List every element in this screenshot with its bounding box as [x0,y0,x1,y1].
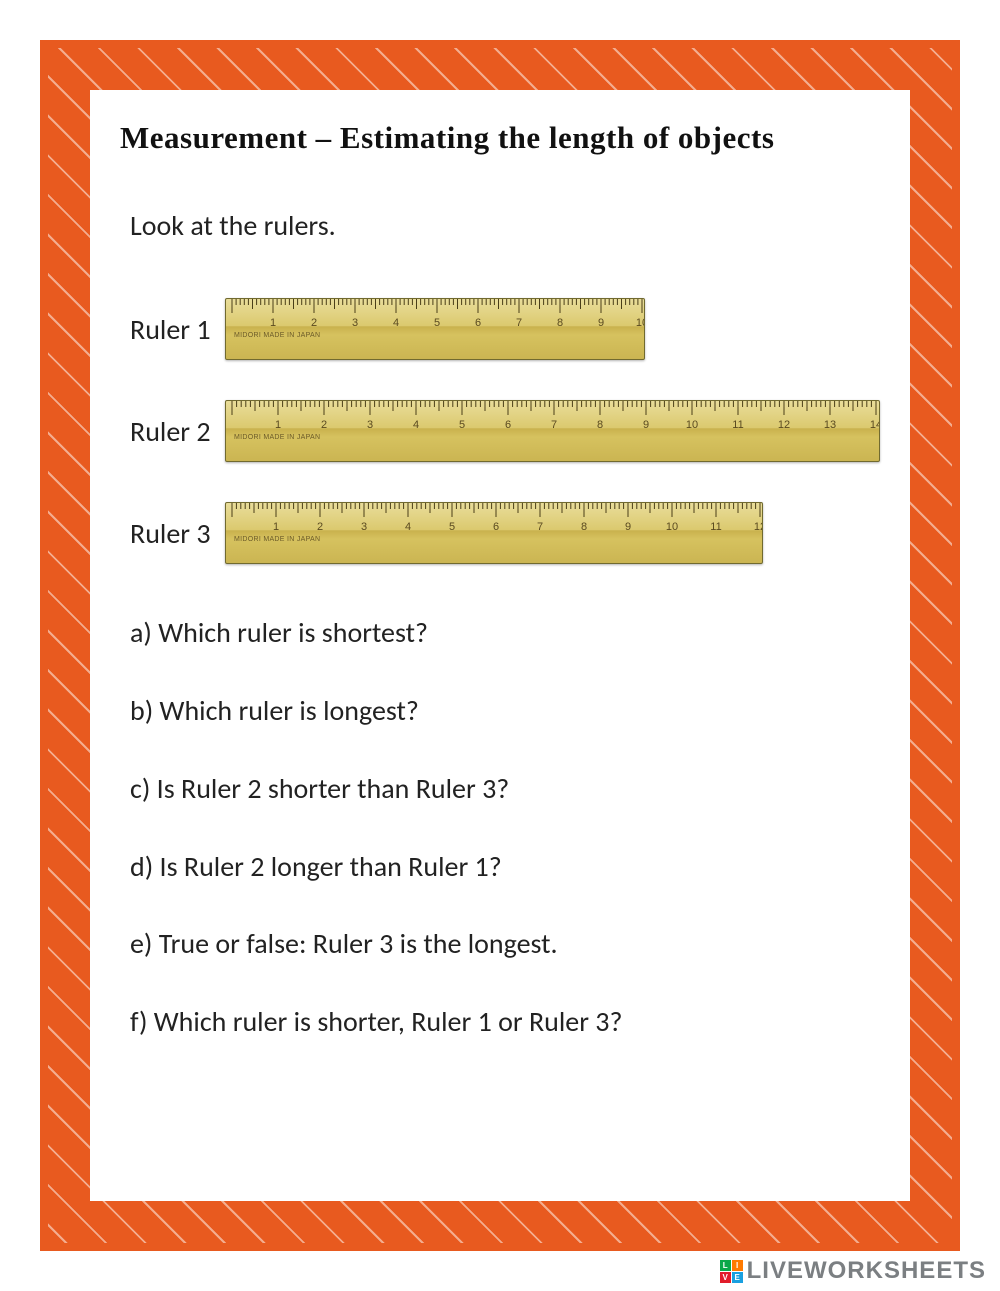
ruler-number: 7 [551,419,557,431]
question-item[interactable]: f) Which ruler is shorter, Ruler 1 or Ru… [130,1003,880,1041]
ruler-number: 5 [459,419,465,431]
questions-list: a) Which ruler is shortest? b) Which rule… [130,614,880,1041]
ruler-number: 8 [557,317,563,329]
ruler-graphic: 1 2 3 4 5 6 7 8 9 10 MIDORI MADE IN JAPAN [225,298,645,360]
ruler-number: 5 [434,317,440,329]
ruler-number: 4 [413,419,419,431]
ruler-number: 1 [273,521,279,533]
ruler-number: 8 [581,521,587,533]
ruler-number: 6 [475,317,481,329]
ruler-number: 12 [754,521,763,533]
ruler-number: 12 [778,419,790,431]
ruler-made-in-label: MIDORI MADE IN JAPAN [234,434,320,441]
instruction-text: Look at the rulers. [130,208,880,243]
ruler-number: 11 [732,419,743,431]
ruler-graphic: 123456789101112MIDORI MADE IN JAPAN [225,502,763,564]
ruler-number: 1 [270,317,276,329]
watermark: L I V E LIVEWORKSHEETS [720,1257,986,1285]
ruler-number: 10 [666,521,678,533]
logo-cell: E [732,1272,743,1283]
ruler-number: 4 [393,317,399,329]
ruler-number: 14 [870,419,880,431]
ruler-made-in-label: MIDORI MADE IN JAPAN [234,332,320,339]
ruler-number: 7 [537,521,543,533]
ruler-number: 10 [636,317,645,329]
worksheet-page: Measurement – Estimating the length of o… [40,40,960,1251]
content-area: Measurement – Estimating the length of o… [90,90,910,1201]
ruler-label: Ruler 3 [130,516,225,551]
ruler-number: 5 [449,521,455,533]
ruler-number: 3 [367,419,373,431]
ruler-number: 9 [643,419,649,431]
ruler-row: Ruler 1 1 2 3 4 5 6 7 8 9 10 MIDORI MADE IN JAPAN [130,298,880,360]
logo-cell: V [720,1272,731,1283]
page-title: Measurement – Estimating the length of o… [120,118,880,158]
ruler-label: Ruler 2 [130,414,225,449]
ruler-number: 3 [361,521,367,533]
ruler-label: Ruler 1 [130,312,225,347]
ruler-number: 2 [321,419,327,431]
ruler-number: 2 [317,521,323,533]
ruler-row: Ruler 2123456789101112131415MIDORI MADE … [130,400,880,462]
ruler-number: 1 [275,419,281,431]
ruler-number: 13 [824,419,836,431]
ruler-number: 3 [352,317,358,329]
question-item[interactable]: c) Is Ruler 2 shorter than Ruler 3? [130,770,880,808]
ruler-row: Ruler 3123456789101112MIDORI MADE IN JAP… [130,502,880,564]
ruler-made-in-label: MIDORI MADE IN JAPAN [234,536,320,543]
ruler-number: 6 [505,419,511,431]
ruler-number: 7 [516,317,522,329]
ruler-number: 9 [625,521,631,533]
ruler-graphic: 123456789101112131415MIDORI MADE IN JAPA… [225,400,880,462]
logo-cell: L [720,1260,731,1271]
watermark-logo: L I V E [720,1260,743,1283]
question-item[interactable]: d) Is Ruler 2 longer than Ruler 1? [130,848,880,886]
ruler-number: 11 [710,521,721,533]
ruler-number: 4 [405,521,411,533]
question-item[interactable]: a) Which ruler is shortest? [130,614,880,652]
ruler-number: 2 [311,317,317,329]
question-item[interactable]: e) True or false: Ruler 3 is the longest… [130,925,880,963]
ruler-number: 6 [493,521,499,533]
logo-cell: I [732,1260,743,1271]
watermark-text: LIVEWORKSHEETS [747,1257,986,1285]
ruler-number: 10 [686,419,698,431]
question-item[interactable]: b) Which ruler is longest? [130,692,880,730]
ruler-number: 8 [597,419,603,431]
ruler-number: 9 [598,317,604,329]
rulers-container: Ruler 112345678910MIDORI MADE IN JAPANRu… [120,298,880,564]
